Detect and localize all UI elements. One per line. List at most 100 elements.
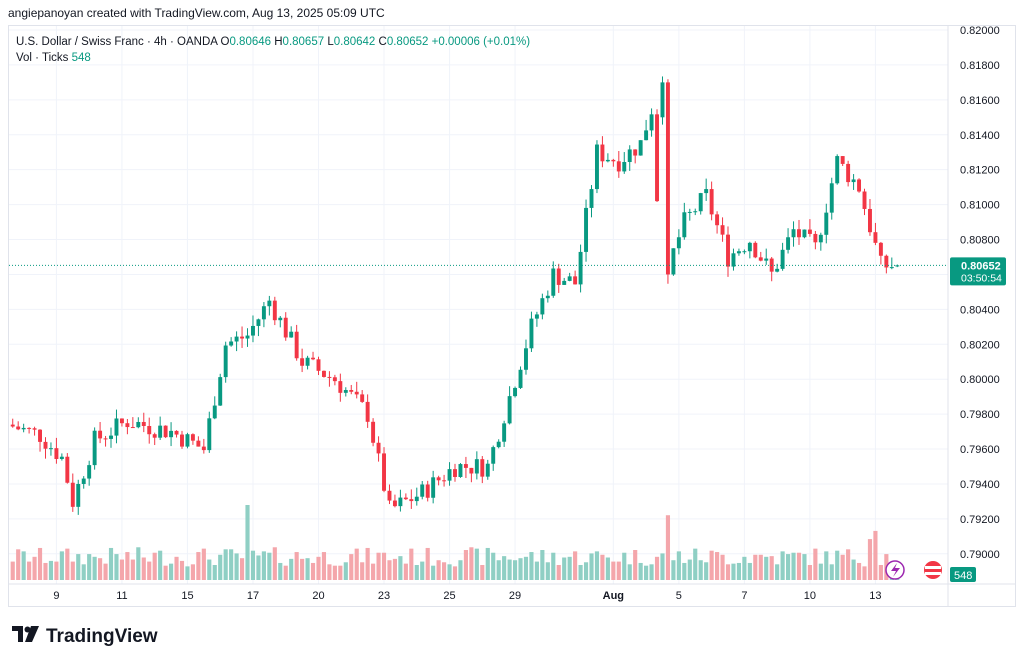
volume-bar <box>534 561 539 580</box>
volume-tag <box>950 567 976 582</box>
volume-bar <box>43 562 48 580</box>
volume-bar <box>76 554 81 580</box>
volume-bar <box>611 561 616 580</box>
volume-bar <box>649 564 654 580</box>
volume-bar <box>796 552 802 580</box>
volume-bar <box>693 548 698 580</box>
bar-countdown: 03:50:54 <box>961 272 1002 284</box>
candle-body <box>660 82 665 118</box>
candle-body <box>305 357 310 366</box>
candle-body <box>48 448 53 450</box>
candle-body <box>878 242 883 256</box>
volume-bar <box>867 539 873 580</box>
y-tick-label: 0.79000 <box>960 549 1000 561</box>
candle-body <box>382 453 386 491</box>
volume-bar <box>480 565 485 580</box>
us-flag-icon[interactable] <box>924 561 942 579</box>
volume-bar <box>731 563 736 580</box>
volume-label[interactable]: Vol · Ticks <box>16 52 69 64</box>
volume-bar <box>562 557 567 580</box>
candle-body <box>76 483 81 507</box>
candle-body <box>272 300 277 321</box>
candle-body <box>534 314 539 319</box>
volume-bar <box>813 548 818 580</box>
volume-bar <box>878 565 883 580</box>
tradingview-logo[interactable]: TradingView <box>12 626 158 648</box>
candle-body <box>693 211 698 213</box>
candle-body <box>130 427 135 429</box>
candle-body <box>196 440 201 447</box>
volume-bar <box>152 552 157 580</box>
x-tick-label: 17 <box>247 590 259 602</box>
volume-bar <box>474 548 479 580</box>
candle-body <box>616 161 621 172</box>
y-tick-label: 0.81600 <box>960 95 1000 107</box>
volume-bar <box>507 559 512 580</box>
volume-bar <box>835 550 840 580</box>
volume-bar <box>425 547 430 580</box>
candle-body <box>524 348 528 370</box>
volume-bar <box>458 560 463 580</box>
candle-body <box>857 179 862 192</box>
y-tick-label: 0.79800 <box>960 409 1000 421</box>
volume-bar <box>179 560 185 580</box>
volume-bar <box>114 554 119 580</box>
volume-bar <box>627 564 632 580</box>
low-value: 0.80642 <box>333 36 376 48</box>
candle-body <box>480 459 485 477</box>
volume-bar <box>27 561 32 580</box>
volume-bar <box>704 562 709 580</box>
candle-body <box>289 331 294 338</box>
volume-bar <box>605 557 610 580</box>
volume-bar <box>234 553 239 580</box>
volume-bar <box>147 561 152 580</box>
candle-body <box>114 418 119 436</box>
volume-bar <box>37 547 43 580</box>
volume-bar <box>671 560 676 580</box>
volume-bar <box>545 562 550 580</box>
volume-bar <box>687 559 692 580</box>
volume-bar <box>496 560 501 580</box>
candle-body <box>119 418 124 424</box>
candle-body <box>807 229 812 234</box>
candle-body <box>245 335 250 339</box>
candle-body <box>491 447 496 464</box>
volume-bar <box>196 552 201 580</box>
volume-bar <box>305 558 310 580</box>
volume-bar <box>873 530 878 580</box>
candle-body <box>622 162 627 172</box>
volume-bar <box>136 547 141 580</box>
candle-body <box>578 251 583 285</box>
candle-body <box>185 434 190 447</box>
candle-body <box>332 377 337 382</box>
volume-bar <box>442 562 447 580</box>
candle-body <box>38 429 42 442</box>
candle-body <box>420 484 425 497</box>
tradingview-mark-icon <box>12 626 40 648</box>
volume-bar <box>567 556 572 580</box>
volume-bar <box>300 558 305 580</box>
candle-body <box>229 341 234 346</box>
volume-bar <box>223 549 228 580</box>
volume-bar <box>267 552 272 580</box>
candle-body <box>818 234 823 243</box>
volume-bar <box>65 548 70 580</box>
y-tick-label: 0.79200 <box>960 514 1000 526</box>
candle-body <box>190 434 195 441</box>
volume-bar <box>261 551 266 580</box>
volume-bar <box>747 562 752 580</box>
symbol-label[interactable]: U.S. Dollar / Swiss Franc · 4h · OANDA <box>16 36 218 48</box>
candle-body <box>529 318 534 349</box>
volume-bar <box>87 554 92 580</box>
volume-bar <box>452 566 458 580</box>
candle-body <box>775 268 780 272</box>
candle-body <box>665 82 670 275</box>
volume-bar <box>21 551 26 580</box>
volume-bar <box>256 555 261 580</box>
volume-bar <box>354 548 359 580</box>
candle-body <box>103 438 108 440</box>
candle-body <box>201 446 206 451</box>
volume-bar <box>698 560 703 580</box>
close-value: 0.80652 <box>386 36 429 48</box>
